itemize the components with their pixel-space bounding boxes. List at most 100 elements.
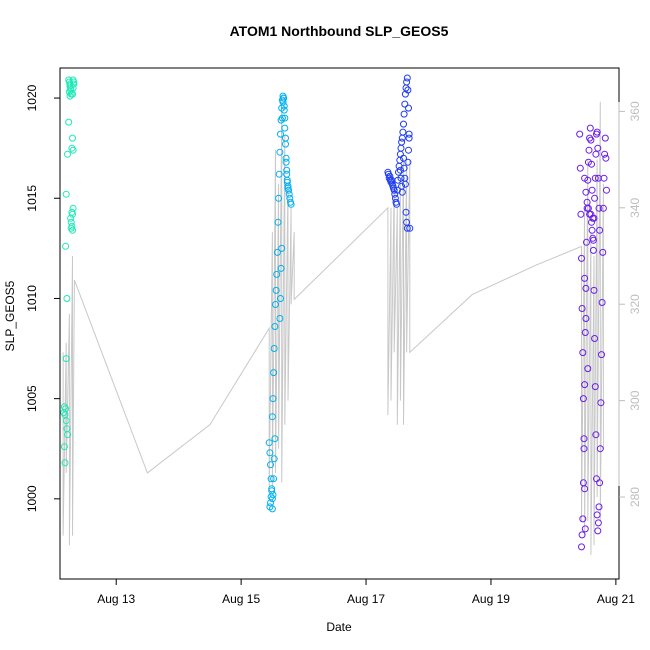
data-point xyxy=(588,160,595,168)
y-tick-label: 1020 xyxy=(25,84,39,111)
data-point xyxy=(403,74,411,82)
data-point xyxy=(270,369,278,377)
data-point xyxy=(277,130,284,138)
data-point xyxy=(281,124,289,132)
data-point xyxy=(272,301,279,308)
data-point xyxy=(581,525,589,533)
data-point xyxy=(400,164,408,172)
data-point xyxy=(579,479,587,487)
data-point xyxy=(390,186,398,194)
data-point xyxy=(591,383,599,391)
data-point xyxy=(398,138,406,146)
data-point xyxy=(405,104,412,112)
data-point xyxy=(581,381,589,389)
data-point xyxy=(594,519,602,527)
data-point xyxy=(593,128,601,136)
data-point xyxy=(586,210,594,218)
data-point xyxy=(275,194,283,202)
data-point xyxy=(287,200,295,208)
data-point xyxy=(578,531,586,539)
data-point xyxy=(396,150,404,158)
y-tick-label: 1000 xyxy=(25,485,39,512)
data-point xyxy=(400,120,407,128)
data-point xyxy=(273,270,281,278)
data-point xyxy=(584,365,592,373)
data-point xyxy=(589,236,597,244)
y-tick-label: 1010 xyxy=(25,285,39,312)
data-point xyxy=(596,226,604,234)
y-tick-label: 1005 xyxy=(25,385,39,412)
data-point xyxy=(277,295,284,302)
data-point xyxy=(601,134,609,142)
data-point xyxy=(589,246,597,254)
data-point xyxy=(277,264,285,272)
data-point xyxy=(269,491,277,499)
data-point xyxy=(404,86,412,94)
data-point xyxy=(577,210,585,218)
data-point xyxy=(396,166,404,174)
data-point xyxy=(585,146,593,154)
data-point xyxy=(69,146,77,154)
data-point xyxy=(596,479,604,487)
data-point xyxy=(67,218,75,226)
data-point xyxy=(276,148,284,156)
data-point xyxy=(400,154,407,162)
data-point xyxy=(404,158,412,166)
data-point xyxy=(405,134,413,142)
data-point xyxy=(69,204,77,212)
data-point xyxy=(603,186,610,194)
data-point xyxy=(282,154,290,162)
data-point xyxy=(583,238,590,246)
y2-tick-label: 320 xyxy=(628,294,642,314)
data-point xyxy=(403,224,411,232)
y2-axis: 280 300 320 340 360 xyxy=(618,101,642,507)
x-axis-title: Date xyxy=(326,620,352,634)
data-point xyxy=(393,200,401,208)
data-point xyxy=(69,90,76,98)
data-point xyxy=(266,449,274,457)
x-tick-label: Aug 13 xyxy=(97,592,135,606)
data-point xyxy=(271,323,279,330)
data-point xyxy=(273,248,281,256)
data-point xyxy=(401,180,409,188)
data-point xyxy=(270,345,278,352)
data-point xyxy=(283,176,291,184)
data-point xyxy=(591,335,599,342)
data-point xyxy=(69,134,76,142)
y2-tick-label: 300 xyxy=(628,390,642,410)
data-point xyxy=(403,78,411,86)
data-point xyxy=(594,527,602,535)
data-point xyxy=(278,114,286,122)
data-point xyxy=(593,511,601,519)
data-point xyxy=(280,106,288,114)
data-point xyxy=(64,431,71,439)
x-tick-label: Aug 21 xyxy=(597,592,635,606)
data-point xyxy=(580,445,588,453)
data-point xyxy=(284,184,292,192)
series-1 xyxy=(60,76,78,467)
data-point xyxy=(270,475,278,483)
data-point xyxy=(591,174,599,182)
y-tick-label: 1015 xyxy=(25,185,39,212)
data-point xyxy=(61,459,69,467)
data-point xyxy=(62,242,70,250)
data-point xyxy=(598,299,606,306)
data-point xyxy=(579,395,587,403)
data-point xyxy=(582,284,590,292)
y-axis: 1000 1005 1010 1015 1020 xyxy=(25,84,61,512)
data-point xyxy=(594,144,602,152)
data-point xyxy=(581,174,589,182)
data-point xyxy=(271,435,279,443)
y2-tick-label: 340 xyxy=(628,197,642,217)
chart-title: ATOM1 Northbound SLP_GEOS5 xyxy=(230,23,449,39)
data-point xyxy=(595,503,603,511)
data-point xyxy=(590,214,598,222)
data-point xyxy=(277,116,285,124)
x-tick-label: Aug 17 xyxy=(347,592,385,606)
data-point xyxy=(402,208,410,216)
data-point xyxy=(274,218,282,226)
data-point xyxy=(397,144,405,152)
data-point xyxy=(276,315,284,322)
data-point xyxy=(406,224,414,232)
data-point xyxy=(601,150,609,158)
